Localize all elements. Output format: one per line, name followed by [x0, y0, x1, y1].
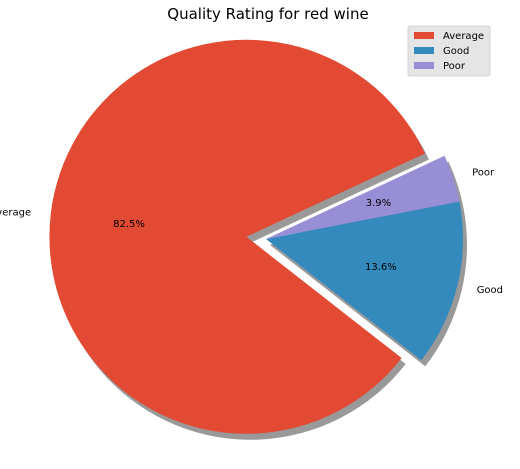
percent-label-average: 82.5% [113, 219, 145, 230]
pie-slices [49, 39, 463, 434]
legend: Average Good Poor [407, 25, 491, 77]
pie-slice-average [49, 39, 425, 434]
legend-swatch-good [414, 47, 434, 54]
category-label-good: Good [477, 285, 503, 296]
pie-slice-poor [266, 155, 460, 239]
percent-label-poor: 3.9% [366, 198, 391, 209]
legend-label-poor: Poor [443, 61, 466, 72]
legend-label-good: Good [443, 46, 469, 57]
legend-swatch-average [414, 32, 434, 39]
pie-labels: 82.5% Average 13.6% Good 3.9% Poor [0, 168, 503, 297]
chart-title: Quality Rating for red wine [167, 5, 368, 23]
category-label-average: Average [0, 208, 31, 219]
legend-swatch-poor [414, 62, 434, 69]
legend-label-average: Average [443, 31, 484, 42]
pie-slice-good [266, 201, 463, 361]
category-label-poor: Poor [472, 168, 495, 179]
percent-label-good: 13.6% [365, 262, 397, 273]
